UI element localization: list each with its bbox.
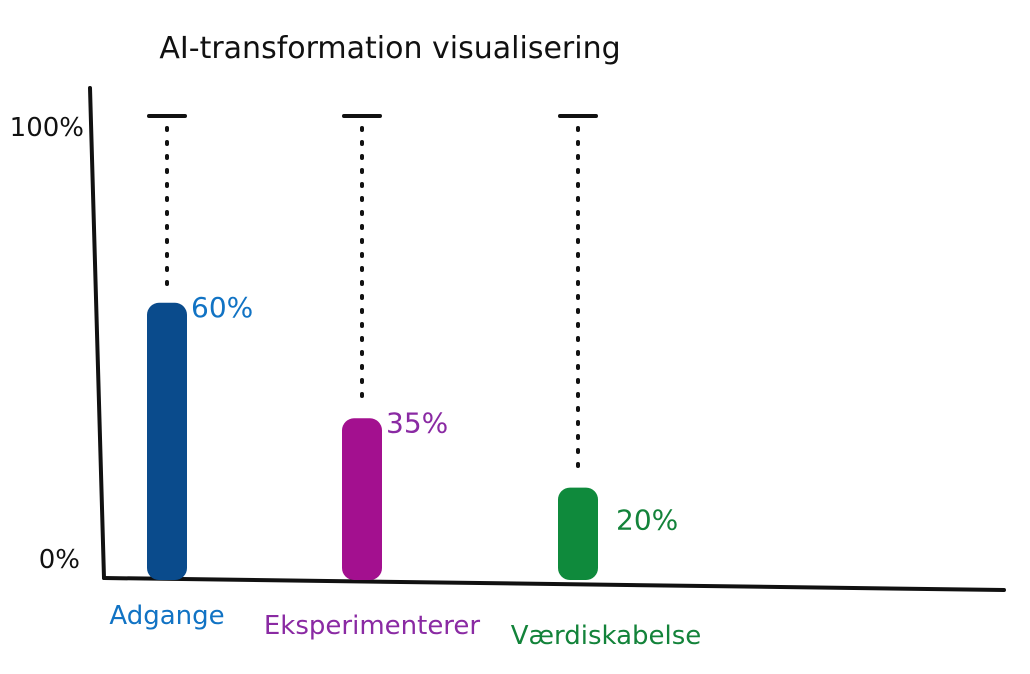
value-label: 20%	[616, 504, 678, 537]
chart-title: AI-transformation visualisering	[159, 31, 620, 66]
bar	[147, 302, 187, 580]
y-tick-max-label: 100%	[10, 113, 84, 143]
y-axis	[88, 86, 106, 580]
value-label: 60%	[191, 291, 253, 324]
category-label: Værdiskabelse	[511, 621, 702, 651]
bar	[342, 418, 382, 580]
value-label: 35%	[386, 406, 448, 439]
category-label: Eksperimenterer	[264, 611, 481, 641]
y-tick-min-label: 0%	[39, 545, 80, 575]
bar	[558, 487, 598, 580]
category-label: Adgange	[109, 601, 224, 631]
x-axis	[102, 576, 1006, 592]
